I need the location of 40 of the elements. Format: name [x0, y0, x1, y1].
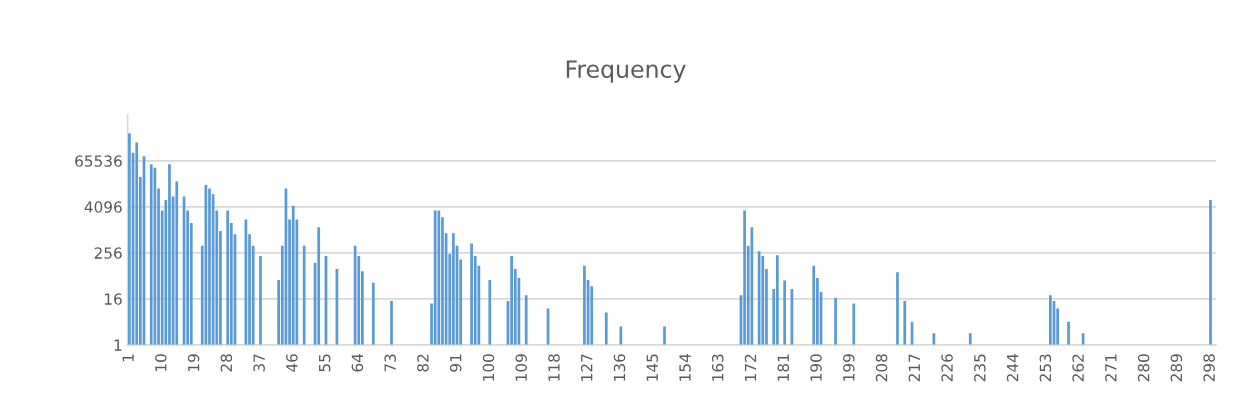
- x-tick-label: 262: [1072, 354, 1084, 382]
- x-tick-label: 235: [974, 354, 986, 382]
- x-tick-label: 253: [1039, 354, 1052, 382]
- x-tick-label: 271: [1105, 354, 1117, 382]
- x-tick-label: 127: [580, 354, 593, 381]
- x-tick-label: 91: [449, 354, 462, 372]
- x-tick-label: 1: [122, 354, 134, 362]
- x-tick-label: 181: [777, 354, 790, 381]
- x-tick-label: 208: [875, 354, 888, 382]
- x-tick-label: 145: [646, 354, 659, 381]
- x-tick-label: 163: [711, 354, 724, 381]
- x-tick-label: 298: [1203, 354, 1215, 382]
- x-tick-label: 109: [515, 354, 527, 381]
- x-tick-label: 154: [679, 354, 691, 381]
- x-tick-label: 37: [253, 354, 265, 372]
- x-tick-label: 28: [220, 354, 233, 372]
- x-tick-label: 280: [1137, 354, 1150, 382]
- x-tick-label: 64: [351, 354, 364, 372]
- x-tick-label: 226: [941, 354, 953, 382]
- x-tick-label: 199: [843, 354, 855, 381]
- y-tick-label: 1: [114, 339, 122, 351]
- chart-title: Frequency: [566, 60, 686, 83]
- y-tick-label: 16: [104, 293, 122, 305]
- x-tick-label: 10: [155, 354, 167, 371]
- x-tick-label: 55: [319, 354, 331, 372]
- x-tick-label: 217: [908, 354, 920, 382]
- x-tick-label: 19: [187, 354, 200, 371]
- x-tick-label: 136: [613, 354, 626, 381]
- y-tick-label: 65536: [75, 155, 122, 167]
- x-tick-label: 100: [482, 354, 495, 381]
- x-tick-label: 190: [810, 354, 822, 381]
- x-tick-label: 172: [744, 354, 757, 381]
- x-tick-label: 46: [286, 354, 298, 372]
- y-tick-label: 4096: [84, 201, 122, 213]
- x-tick-label: 73: [384, 354, 396, 372]
- x-tick-label: 244: [1006, 354, 1019, 382]
- x-tick-label: 289: [1170, 354, 1183, 382]
- y-tick-label: 256: [94, 247, 122, 259]
- x-tick-label: 118: [548, 354, 560, 381]
- x-tick-label: 82: [417, 354, 429, 372]
